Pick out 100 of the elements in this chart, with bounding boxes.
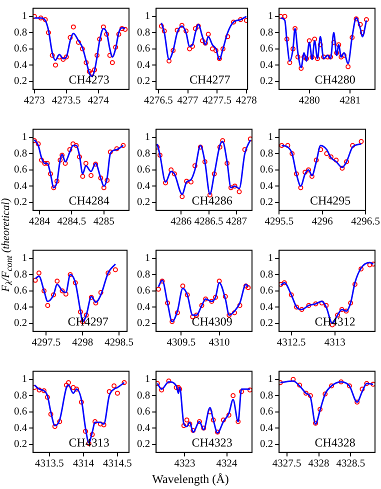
x-tick-label: 4286.5 [194,216,224,228]
x-tick-label: 4273 [24,95,45,106]
point [64,382,69,388]
point [334,50,340,56]
point [113,44,118,50]
x-tick-label: 4313.5 [35,458,64,470]
x-tick-label: 4327.5 [272,458,302,470]
y-tick-label: 0.8 [260,269,274,280]
y-tick-label: 1 [144,374,150,386]
y-tick-label: 0.6 [14,44,28,55]
y-tick-label: 1 [22,374,28,386]
x-tick-label: 4298 [72,337,94,348]
point [216,56,222,62]
point [70,385,76,390]
annotation: CH4284 [68,194,110,208]
y-tick-label: 0.6 [137,44,150,55]
point [54,278,60,284]
point [231,20,236,25]
point [279,14,284,19]
point [166,378,172,384]
point [230,393,236,398]
y-tick-label: 0.4 [137,422,151,434]
point [210,417,216,422]
y-tick-label: 0.4 [14,422,28,434]
point [122,380,127,386]
point [44,394,50,400]
point [114,146,120,152]
point [285,143,290,148]
x-tick-label: 4296 [312,216,333,228]
point [180,194,185,200]
x-tick-label: 4296.5 [351,216,380,228]
point [45,302,50,308]
point [93,300,98,306]
annotation: CH4295 [310,194,351,208]
x-tick-label: 4281 [340,95,361,106]
y-tick-label: 0.6 [137,164,150,176]
point [101,422,106,428]
point [226,412,232,418]
point [360,386,365,392]
y-tick-label: 0.6 [137,286,150,297]
point [292,26,298,32]
point [158,24,164,29]
y-tick-label: 1 [268,374,274,386]
y-tick-label: 0.6 [260,44,274,55]
point [279,282,284,287]
point [92,67,97,72]
point [80,174,86,179]
point [68,34,73,40]
x-tick-label: 4287 [226,216,247,228]
x-tick-label: 4285 [93,216,114,228]
point [352,282,358,287]
point [308,393,313,398]
annotation: CH4277 [190,72,230,87]
point [244,18,248,23]
x-tick-label: 4328.5 [336,458,366,470]
point [290,46,296,52]
y-tick-label: 0.8 [14,269,28,280]
point [192,163,198,168]
point [174,385,179,390]
point [215,430,220,435]
point [38,158,44,163]
point [60,152,65,158]
point [324,302,329,308]
point [51,185,56,190]
point [162,28,167,34]
point [36,141,41,146]
y-tick-label: 0.2 [137,76,150,88]
point [290,376,296,382]
point [33,138,37,144]
point [284,36,290,42]
point [364,380,370,386]
point [63,292,68,297]
point [116,32,122,37]
point [354,16,359,22]
point [339,307,344,312]
point [84,60,89,66]
y-tick-label: 0.8 [260,390,274,402]
y-tick-label: 1 [22,253,28,264]
point [114,390,120,396]
y-tick-label: 0.6 [260,286,274,297]
point [67,147,72,152]
point [324,151,330,156]
point [321,54,326,60]
point [329,383,334,388]
point [338,54,344,60]
y-tick-label: 0.6 [14,164,28,176]
point [101,185,106,190]
point [76,40,82,45]
point [282,280,287,286]
x-tick-label: 4274 [88,95,110,106]
point [232,184,238,189]
point [220,138,226,144]
point [119,26,124,32]
point [334,158,339,163]
point [306,167,312,172]
y-tick-label: 1 [22,132,28,144]
point [303,390,308,396]
point [294,171,299,176]
y-tick-label: 0.6 [137,406,150,418]
x-tick-label: 4310 [208,337,230,348]
